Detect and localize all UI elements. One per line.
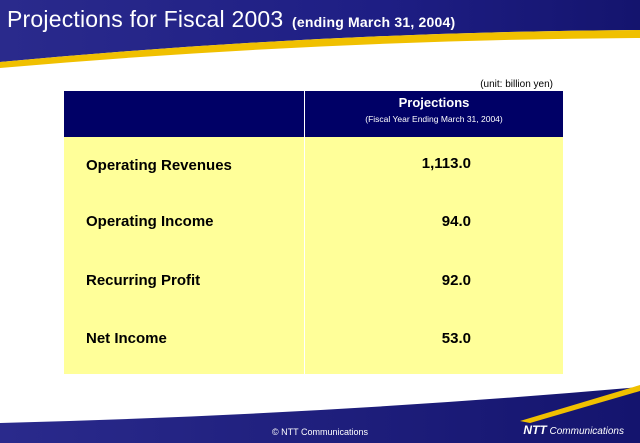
- column-divider: [304, 91, 305, 374]
- table-row: Recurring Profit 92.0: [64, 272, 563, 296]
- logo-communications-text: Communications: [549, 426, 624, 437]
- row-label-net-income: Net Income: [86, 330, 167, 347]
- column-header-subtitle: (Fiscal Year Ending March 31, 2004): [365, 114, 503, 124]
- logo-ntt-text: NTT: [523, 423, 547, 437]
- unit-note: (unit: billion yen): [480, 79, 553, 90]
- table-row: Operating Revenues 1,113.0: [64, 155, 563, 181]
- column-header-title: Projections: [398, 95, 470, 110]
- row-value-recurring-profit: 92.0: [441, 272, 471, 289]
- row-value-operating-income: 94.0: [441, 213, 471, 230]
- table-row: Operating Income 94.0: [64, 213, 563, 237]
- projections-column-header: Projections (Fiscal Year Ending March 31…: [305, 95, 563, 124]
- row-value-operating-revenues: 1,113.0: [421, 155, 471, 172]
- header-band: [0, 0, 640, 68]
- row-label-recurring-profit: Recurring Profit: [86, 272, 201, 289]
- footer-copyright: © NTT Communications: [272, 427, 368, 437]
- ntt-communications-logo: NTT Communications: [523, 423, 624, 437]
- row-label-operating-income: Operating Income: [86, 213, 214, 230]
- row-value-net-income: 53.0: [441, 330, 471, 347]
- footer-band: [0, 385, 640, 443]
- slide-title-main: Projections for Fiscal 2003: [7, 6, 284, 32]
- table-header: [64, 91, 563, 137]
- table-row: Net Income 53.0: [64, 330, 563, 354]
- projections-table: Projections (Fiscal Year Ending March 31…: [64, 91, 563, 374]
- row-label-operating-revenues: Operating Revenues: [86, 157, 232, 174]
- slide-title-subtitle: (ending March 31, 2004): [292, 14, 456, 30]
- slide-title: Projections for Fiscal 2003 (ending Marc…: [7, 6, 455, 33]
